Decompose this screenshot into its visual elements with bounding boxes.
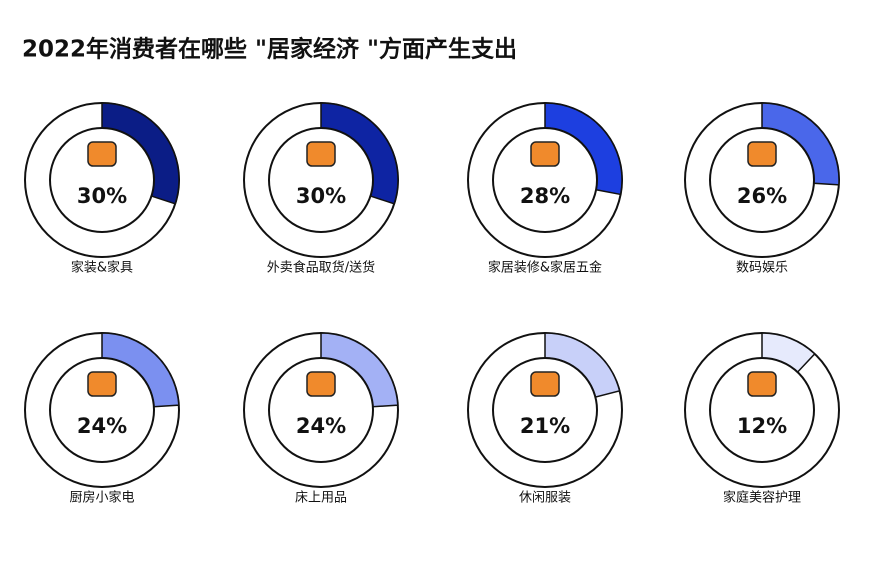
icon bbox=[747, 141, 777, 167]
chart-title: 2022年消费者在哪些 "居家经济 "方面产生支出 bbox=[22, 36, 517, 63]
category-label: 数码娱乐 bbox=[736, 261, 788, 276]
category-label: 外卖食品取货/送货 bbox=[267, 260, 375, 276]
donut-inner bbox=[49, 127, 155, 233]
category-label: 床上用品 bbox=[295, 491, 347, 506]
donut-inner bbox=[709, 357, 815, 463]
icon bbox=[530, 371, 560, 397]
icon bbox=[87, 371, 117, 397]
donut-inner bbox=[268, 127, 374, 233]
donut-inner bbox=[268, 357, 374, 463]
value-label: 30% bbox=[296, 184, 346, 208]
donut-inner bbox=[492, 127, 598, 233]
icon bbox=[87, 141, 117, 167]
category-label: 家居装修&家居五金 bbox=[488, 260, 602, 276]
icon bbox=[747, 371, 777, 397]
value-label: 26% bbox=[737, 184, 787, 208]
donut-inner bbox=[709, 127, 815, 233]
category-label: 家装&家具 bbox=[71, 260, 133, 276]
category-label: 休闲服装 bbox=[519, 491, 571, 506]
category-label: 家庭美容护理 bbox=[723, 490, 801, 506]
donut-inner bbox=[49, 357, 155, 463]
donut-inner bbox=[492, 357, 598, 463]
category-label: 厨房小家电 bbox=[69, 490, 134, 506]
icon bbox=[530, 141, 560, 167]
value-label: 28% bbox=[520, 184, 570, 208]
value-label: 21% bbox=[520, 414, 570, 438]
value-label: 24% bbox=[77, 414, 127, 438]
value-label: 24% bbox=[296, 414, 346, 438]
value-label: 12% bbox=[737, 414, 787, 438]
value-label: 30% bbox=[77, 184, 127, 208]
icon bbox=[306, 141, 336, 167]
icon bbox=[306, 371, 336, 397]
